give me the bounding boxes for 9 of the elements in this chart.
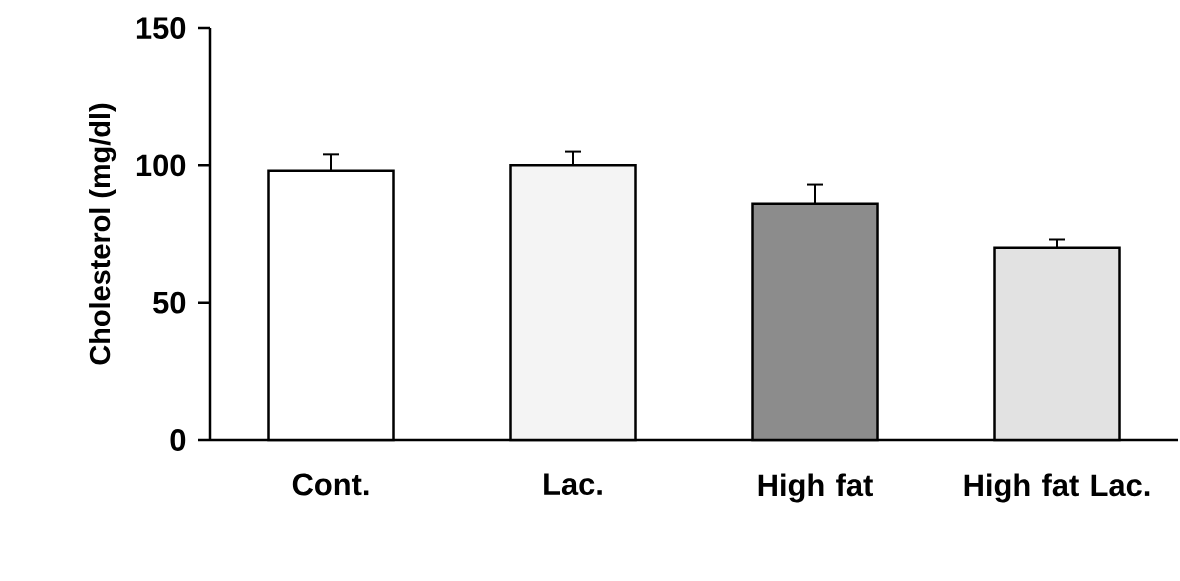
x-tick-label: High fat [758, 473, 873, 503]
x-tick-label: Cont. [292, 473, 369, 496]
y-tick-label: 150 [136, 17, 186, 39]
x-tick-label: High fat Lac. [964, 473, 1150, 503]
y-tick-label: 0 [170, 429, 186, 451]
y-axis-title: Cholesterol (mg/dl) [89, 103, 117, 365]
x-tick-label: Lac. [544, 473, 602, 496]
y-tick-label: 100 [136, 154, 186, 177]
y-tick-label: 50 [153, 291, 186, 314]
